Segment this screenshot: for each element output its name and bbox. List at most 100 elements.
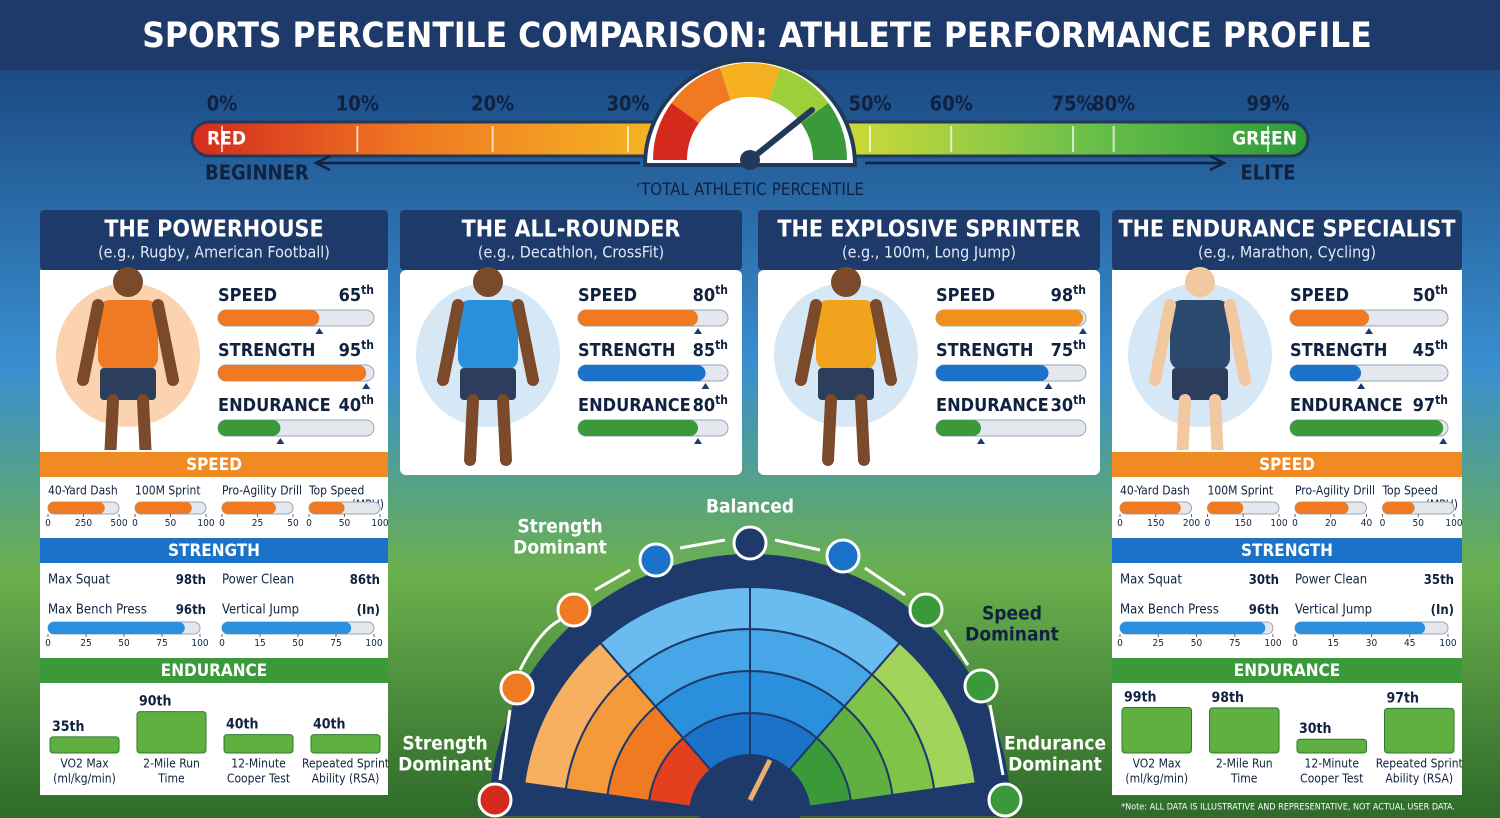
strength-item-name: Max Squat — [1120, 573, 1182, 588]
strength-number: 96 — [176, 603, 192, 618]
scale-low-end: BEGINNER — [205, 161, 309, 185]
section-title: ENDURANCE — [161, 661, 267, 681]
detail-tick-label: 100 — [371, 518, 388, 529]
metric-marker — [1365, 328, 1373, 334]
strength-item-value: 98th — [176, 573, 206, 588]
endurance-block — [1209, 707, 1280, 754]
gauge-segment — [720, 63, 780, 101]
athlete-head — [473, 267, 503, 297]
speed-item-name: Top Speed — [308, 484, 364, 498]
metric-name: SPEED — [218, 285, 277, 306]
detail-tick-label: 200 — [1183, 518, 1200, 529]
metric-bar — [1290, 365, 1362, 381]
section-title: ENDURANCE — [1234, 661, 1340, 681]
endurance-number: 98 — [1212, 690, 1230, 706]
strength-item-name: Vertical Jump — [1295, 603, 1372, 618]
metric-suffix: th — [1073, 338, 1086, 352]
detail-bar — [222, 502, 276, 514]
endurance-number: 99 — [1124, 689, 1142, 705]
strength-item-value: (In) — [357, 603, 380, 618]
athlete-torso — [1170, 300, 1230, 370]
metric-name: SPEED — [1290, 285, 1349, 306]
strength-suffix: th — [1265, 603, 1279, 618]
strength-item-value: 30th — [1249, 573, 1279, 588]
endurance-item-name: 2-Mile Run — [143, 757, 200, 771]
zone-label: Strength — [402, 733, 487, 755]
athlete-torso — [816, 300, 876, 370]
metric-value: 65th — [339, 283, 374, 307]
endurance-item-name: Ability (RSA) — [1385, 772, 1453, 786]
detail-bar — [309, 502, 345, 514]
detail-tick-label: 150 — [1147, 518, 1164, 529]
metric-number: 80 — [693, 395, 716, 416]
endurance-item-name: Repeated Sprint — [302, 757, 389, 771]
strength-item-value: 96th — [1249, 603, 1279, 618]
metric-name: STRENGTH — [218, 340, 315, 361]
scale-tick-label: 10% — [336, 92, 379, 116]
metric-bar — [1290, 420, 1444, 436]
gauge-segment — [671, 67, 732, 124]
metric-value: 75th — [1051, 338, 1086, 362]
metric-name: ENDURANCE — [578, 395, 691, 416]
detail-tick-label: 25 — [1153, 638, 1164, 649]
gauge-segment — [800, 102, 847, 161]
athlete-torso — [98, 300, 158, 370]
metric-suffix: th — [715, 283, 728, 297]
metric-bar — [578, 310, 698, 326]
metric-bar — [578, 420, 698, 436]
card-title: THE POWERHOUSE — [104, 217, 323, 243]
detail-tick-label: 100 — [365, 638, 382, 649]
scale-high-label: GREEN — [1232, 128, 1297, 150]
metric-value: 80th — [693, 283, 728, 307]
athlete-shorts — [100, 368, 156, 400]
detail-tick-label: 0 — [1380, 518, 1386, 529]
strength-suffix: th — [1265, 573, 1279, 588]
detail-tick-label: 50 — [165, 518, 177, 529]
strength-item-value: 35th — [1424, 573, 1454, 588]
zone-label: Balanced — [706, 496, 794, 518]
card-header — [1112, 210, 1462, 270]
scale-arrows — [313, 154, 1227, 172]
metric-bar — [936, 310, 1083, 326]
section-title: STRENGTH — [1241, 541, 1333, 561]
metric-suffix: th — [1435, 338, 1448, 352]
metric-suffix: th — [715, 338, 728, 352]
endurance-suffix: th — [1229, 690, 1244, 706]
detail-bar — [1295, 622, 1426, 634]
endurance-item-name: VO2 Max — [1133, 757, 1182, 771]
detail-tick-label: 100 — [197, 518, 214, 529]
strength-number: 30 — [1249, 573, 1265, 588]
detail-bar — [135, 502, 192, 514]
detail-bar — [1207, 502, 1244, 514]
athlete-limbs — [1149, 299, 1251, 466]
endurance-item-name: Cooper Test — [1300, 772, 1363, 786]
metric-name: ENDURANCE — [1290, 395, 1403, 416]
endurance-value: 30th — [1299, 721, 1332, 737]
detail-tick-label: 100 — [1445, 518, 1462, 529]
endurance-block — [1296, 738, 1367, 754]
metric-name: STRENGTH — [578, 340, 675, 361]
footnote: *Note: ALL DATA IS ILLUSTRATIVE AND REPR… — [1121, 803, 1455, 813]
metric-suffix: th — [715, 393, 728, 407]
scale-tick-label: 50% — [848, 92, 891, 116]
detail-bar — [1295, 502, 1349, 514]
metric-marker — [694, 438, 702, 444]
detail-bar — [48, 502, 105, 514]
strength-item-value: 86th — [350, 573, 380, 588]
metric-marker — [362, 383, 371, 389]
section-header — [1112, 538, 1462, 563]
metric-value: 95th — [339, 338, 374, 362]
detail-tick-label: 50 — [1191, 638, 1203, 649]
athlete-limbs — [795, 299, 897, 466]
detail-tick-label: 0 — [1117, 638, 1123, 649]
zone-label: Strength — [517, 516, 602, 538]
detail-bar — [222, 622, 352, 634]
card-header — [758, 210, 1100, 270]
athlete-shorts — [818, 368, 874, 400]
detail-tick-label: 0 — [1117, 518, 1123, 529]
detail-tick-label: 0 — [45, 638, 51, 649]
endurance-value: 40th — [226, 717, 259, 733]
detail-tick-label: 50 — [339, 518, 351, 529]
scale-tick-label: 60% — [930, 92, 973, 116]
